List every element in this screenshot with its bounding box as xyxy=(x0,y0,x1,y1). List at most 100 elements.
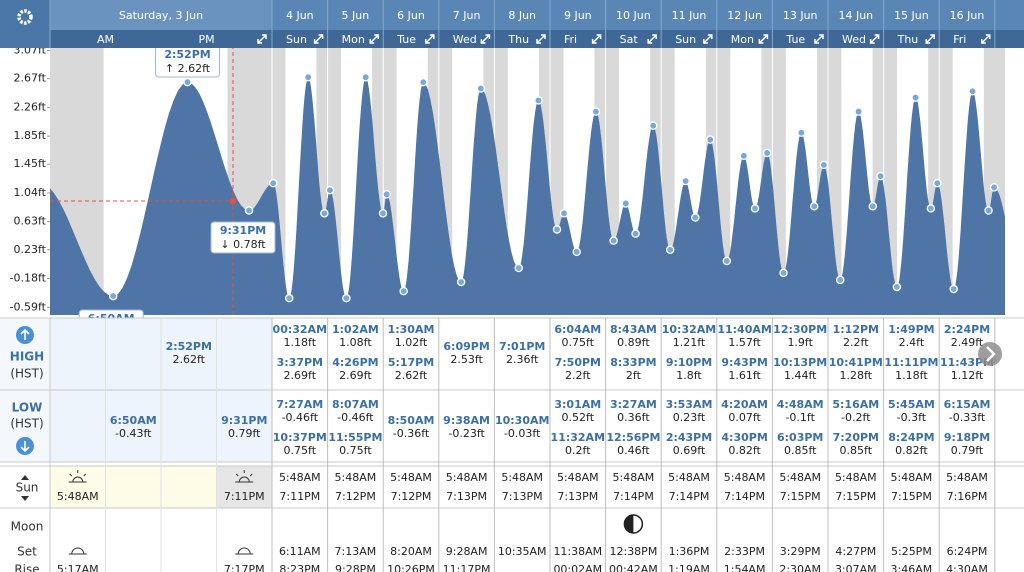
tide-chart xyxy=(50,45,1005,315)
tide-time: 6:15AM xyxy=(944,398,991,411)
sun-down xyxy=(21,496,29,501)
tide-time: 7:27AM xyxy=(276,398,323,411)
sunrise-icon xyxy=(68,470,87,483)
tide-time: 3:53AM xyxy=(666,398,713,411)
tide-time: 5:45AM xyxy=(888,398,935,411)
expand-icon[interactable] xyxy=(925,34,935,44)
expand-icon[interactable] xyxy=(647,34,657,44)
sunrise-time: 5:48AM xyxy=(891,471,933,484)
settings-icon[interactable] xyxy=(17,9,33,25)
tide-point xyxy=(854,107,863,116)
expand-icon[interactable] xyxy=(313,34,324,44)
tide-height: 2ft xyxy=(626,369,642,382)
moon-label: Moon xyxy=(11,520,44,534)
moonrise-time: 10:26PM xyxy=(387,563,435,572)
tide-point xyxy=(591,107,601,116)
y-tick-label: -0.59ft xyxy=(10,300,47,313)
tide-height: 0.69ft xyxy=(673,444,706,457)
sun-label: Sun xyxy=(16,481,39,495)
callout-height: ↓ 0.78ft xyxy=(220,238,266,251)
tide-height: 0.36ft xyxy=(617,411,650,424)
tide-point xyxy=(868,202,878,211)
sunset-time: 7:14PM xyxy=(613,490,654,503)
expand-icon[interactable] xyxy=(869,34,880,44)
tide-time: 1:12PM xyxy=(833,323,879,336)
tide-time: 2:43PM xyxy=(666,431,712,444)
y-tick-label: 1.85ft xyxy=(14,129,47,142)
day-weekday: Thu xyxy=(507,33,529,46)
y-tick-label: 1.04ft xyxy=(14,186,47,199)
moonrise-time: 3:46AM xyxy=(891,563,933,572)
moonrise-time: 8:23PM xyxy=(279,563,320,572)
day-date: 14 Jun xyxy=(838,9,873,22)
tide-point xyxy=(108,291,118,301)
y-tick-label: -0.18ft xyxy=(10,272,47,285)
expand-icon[interactable] xyxy=(257,34,267,44)
tide-point xyxy=(514,263,523,273)
tide-point xyxy=(609,236,618,245)
tide-height: 2.69ft xyxy=(339,369,372,382)
day-weekday: Tue xyxy=(396,33,416,46)
tide-height: 0.89ft xyxy=(617,336,650,349)
tide-time: 6:03PM xyxy=(777,431,823,444)
tide-time: 8:50AM xyxy=(388,414,435,427)
next-button[interactable] xyxy=(978,342,1002,366)
tide-point xyxy=(797,128,806,137)
tide-time: 11:32AM xyxy=(551,431,605,444)
tide-point xyxy=(984,206,993,215)
tide-time: 1:49PM xyxy=(888,323,934,336)
expand-icon[interactable] xyxy=(981,34,991,44)
tide-time: 11:40AM xyxy=(717,323,771,336)
tide-height: -0.23ft xyxy=(448,427,485,440)
tide-time: 9:31PM xyxy=(221,414,267,427)
expand-icon[interactable] xyxy=(536,34,546,44)
tide-height: 2.53ft xyxy=(450,353,483,366)
expand-icon[interactable] xyxy=(758,34,769,44)
tide-time: 1:02AM xyxy=(332,323,379,336)
expand-icon[interactable] xyxy=(703,34,713,44)
tide-height: -0.2ft xyxy=(841,411,871,424)
expand-icon[interactable] xyxy=(369,34,379,44)
y-tick-label: 2.67ft xyxy=(14,72,47,85)
tide-time: 6:09PM xyxy=(443,340,489,353)
sunset-time: 7:15PM xyxy=(835,490,876,503)
tide-time: 9:38AM xyxy=(443,414,490,427)
sunset-time: 7:13PM xyxy=(502,490,543,503)
tide-point xyxy=(739,151,749,161)
axis-bg xyxy=(0,45,50,318)
tide-height: 2.36ft xyxy=(506,353,539,366)
moonset-time: 10:35AM xyxy=(498,545,547,558)
tide-point xyxy=(949,284,958,294)
tide-height: -0.3ft xyxy=(897,411,927,424)
cursor-dot xyxy=(229,197,237,205)
day-date: 7 Jun xyxy=(453,9,481,22)
day-weekday: Sat xyxy=(620,33,639,46)
tide-height: 1.18ft xyxy=(284,336,317,349)
y-tick-label: 1.45ft xyxy=(14,157,47,170)
expand-icon[interactable] xyxy=(480,34,491,44)
tide-time: 10:37PM xyxy=(273,431,327,444)
expand-icon[interactable] xyxy=(425,34,435,44)
low-label: LOW xyxy=(12,401,43,415)
moonrise-time: 3:07AM xyxy=(835,563,877,572)
tide-point xyxy=(665,245,675,255)
tide-time: 6:50AM xyxy=(110,414,157,427)
tide-time: 00:32AM xyxy=(273,323,327,336)
tide-point xyxy=(892,282,902,292)
tide-height: 0.85ft xyxy=(840,444,873,457)
tide-point xyxy=(750,204,760,213)
tide-time: 4:30PM xyxy=(721,431,767,444)
tide-area xyxy=(50,77,1005,315)
moonrise-time: 11:17PM xyxy=(443,563,491,572)
tide-height: -0.1ft xyxy=(785,411,815,424)
tide-height: 2.62ft xyxy=(395,369,428,382)
tide-point xyxy=(648,121,658,130)
tide-time: 8:33PM xyxy=(610,356,656,369)
tide-point xyxy=(819,160,829,170)
expand-icon[interactable] xyxy=(814,34,824,44)
expand-icon[interactable] xyxy=(591,34,602,44)
tide-point xyxy=(534,96,543,105)
sunrise-time: 5:48AM xyxy=(335,471,377,484)
